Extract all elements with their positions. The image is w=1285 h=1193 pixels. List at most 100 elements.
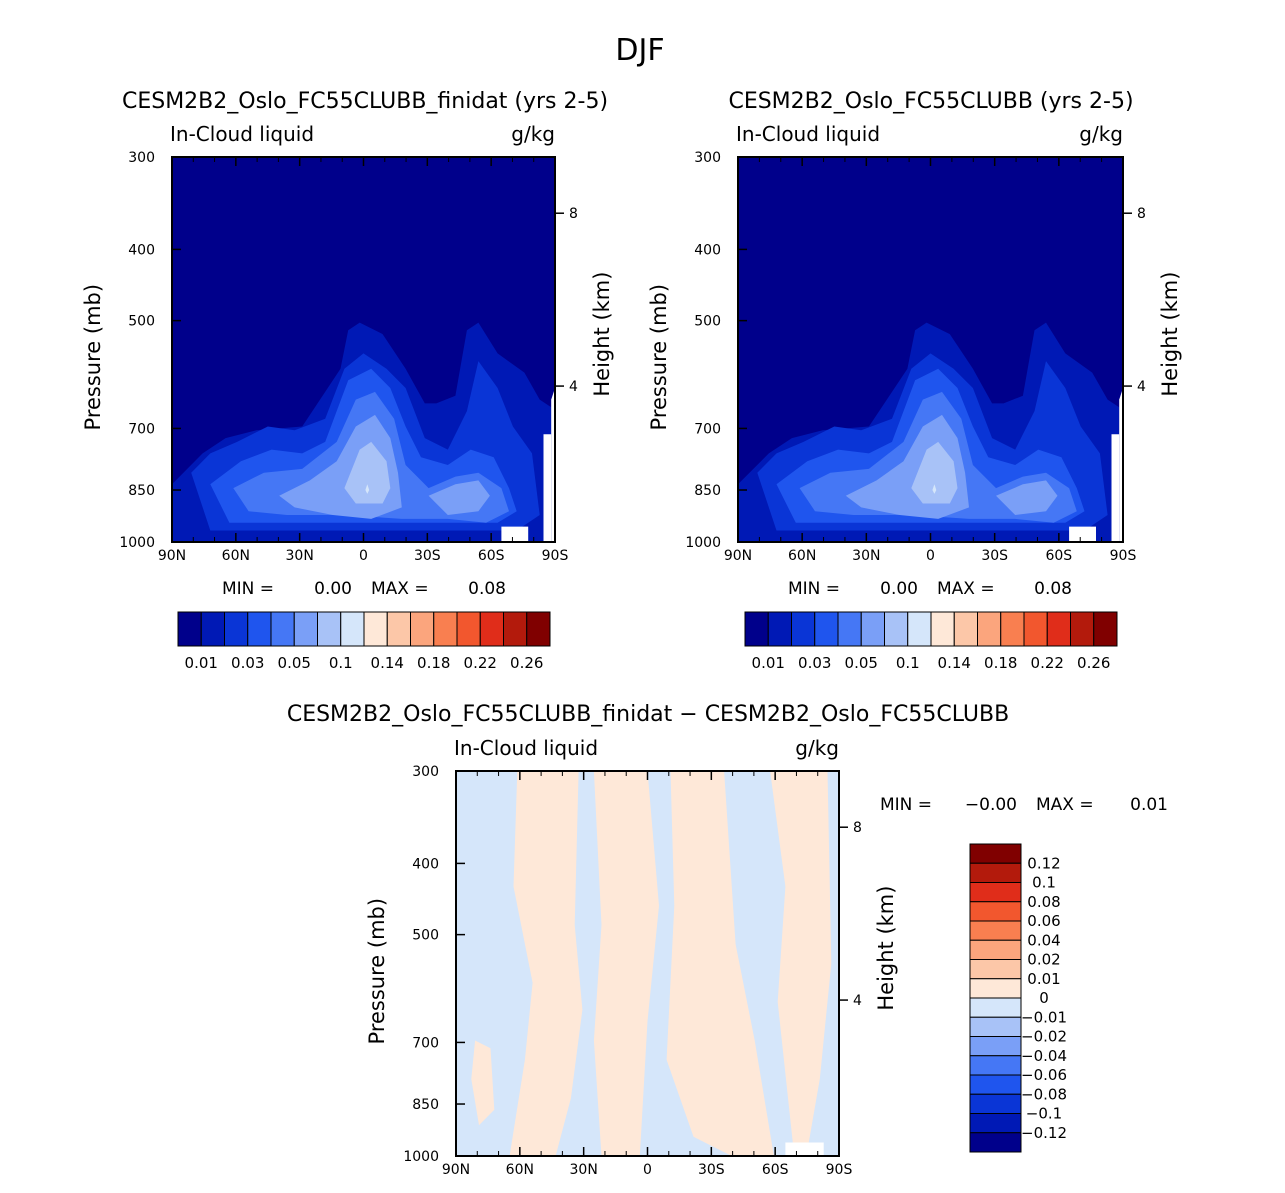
colorbar-box (969, 959, 1022, 980)
colorbar-label: −0.12 (1021, 1124, 1067, 1142)
y-axis-label: Pressure (mb) (365, 898, 389, 1045)
y-tick-label: 300 (128, 150, 155, 166)
x-tick-label: 60S (478, 548, 505, 564)
contour-level-6 (996, 480, 1058, 515)
y-tick-label: 300 (412, 764, 439, 780)
max-label: MAX = (1036, 795, 1094, 815)
y2-tick-label: 8 (853, 820, 862, 836)
colorbar-box (503, 611, 528, 647)
missing-data-1 (543, 434, 552, 542)
colorbar-label: 0.01 (752, 654, 785, 672)
min-value: −0.00 (965, 795, 1017, 815)
colorbar: 0.120.10.080.060.040.020.010−0.01−0.02−0… (969, 843, 1067, 1153)
y2-axis-label: Height (km) (874, 886, 898, 1011)
colorbar-label: 0.1 (1032, 874, 1056, 892)
x-tick-label: 60N (788, 548, 816, 564)
colorbar-label: 0.14 (938, 654, 971, 672)
colorbar-label: 0.18 (417, 654, 450, 672)
panel-title: CESM2B2_Oslo_FC55CLUBB_finidat − CESM2B2… (287, 702, 1009, 727)
contour-fill (172, 157, 555, 542)
y-tick-label: 850 (694, 483, 721, 499)
colorbar-box (860, 611, 885, 647)
x-tick-label: 0 (643, 1162, 652, 1178)
colorbar-box (340, 611, 365, 647)
y-tick-label: 400 (412, 856, 439, 872)
colorbar-box (526, 611, 551, 647)
x-tick-label: 90N (724, 548, 752, 564)
x-tick-label: 90S (1110, 548, 1137, 564)
contour-fill (738, 157, 1123, 542)
contour-level-1 (509, 771, 583, 1156)
y2-tick-label: 4 (1137, 379, 1146, 395)
x-tick-label: 30N (570, 1162, 598, 1178)
x-tick-label: 30S (981, 548, 1008, 564)
variable-label: In-Cloud liquid (736, 122, 880, 146)
variable-label: In-Cloud liquid (454, 736, 598, 760)
colorbar-label: 0.26 (510, 654, 543, 672)
colorbar-box (200, 611, 225, 647)
colorbar-box (177, 611, 202, 647)
min-label: MIN = (222, 579, 274, 599)
colorbar-label: 0.18 (984, 654, 1017, 672)
colorbar-label: 0.14 (371, 654, 404, 672)
colorbar-label: 0.12 (1027, 854, 1060, 872)
colorbar-box (930, 611, 955, 647)
colorbar-box (837, 611, 862, 647)
y-tick-label: 400 (694, 242, 721, 258)
colorbar-box (907, 611, 932, 647)
min-label: MIN = (880, 795, 932, 815)
y-axis-label: Pressure (mb) (81, 284, 105, 431)
y-tick-label: 700 (694, 421, 721, 437)
colorbar-label: −0.1 (1026, 1105, 1062, 1123)
colorbar-label: 0.03 (231, 654, 264, 672)
missing-data-2 (1069, 526, 1096, 542)
colorbar-box (247, 611, 272, 647)
colorbar-box (969, 1036, 1022, 1057)
x-tick-label: 60N (222, 548, 250, 564)
y-tick-label: 400 (128, 242, 155, 258)
contour-level-8 (932, 484, 937, 494)
x-tick-label: 30S (414, 548, 441, 564)
colorbar-label: −0.04 (1021, 1047, 1067, 1065)
contour-level-7 (344, 441, 391, 504)
x-tick-label: 30N (852, 548, 880, 564)
colorbar-box (224, 611, 249, 647)
min-value: 0.00 (314, 579, 352, 599)
y-axis-label: Pressure (mb) (647, 284, 671, 431)
colorbar-box (953, 611, 978, 647)
colorbar-box (969, 862, 1022, 883)
colorbar-box (479, 611, 504, 647)
x-tick-label: 30S (698, 1162, 725, 1178)
colorbar-box (969, 1132, 1022, 1153)
panel-title: CESM2B2_Oslo_FC55CLUBB (yrs 2-5) (728, 89, 1133, 114)
panel-control-base: CESM2B2_Oslo_FC55CLUBB (yrs 2-5) In-Cloud… (647, 89, 1182, 672)
colorbar-label: 0.22 (464, 654, 497, 672)
colorbar-label: −0.06 (1021, 1066, 1067, 1084)
missing-data-0 (785, 1142, 824, 1156)
missing-data-2 (501, 526, 529, 542)
units-label: g/kg (1079, 122, 1123, 146)
colorbar-box (969, 1113, 1022, 1134)
colorbar-box (969, 939, 1022, 960)
colorbar-label: −0.02 (1021, 1028, 1067, 1046)
colorbar-label: 0.05 (278, 654, 311, 672)
colorbar-box (1000, 611, 1025, 647)
max-value: 0.01 (1130, 795, 1168, 815)
y2-tick-label: 4 (853, 993, 862, 1009)
colorbar-label: 0 (1039, 989, 1049, 1007)
y2-axis-label: Height (km) (1158, 272, 1182, 397)
colorbar-box (433, 611, 458, 647)
colorbar-box (969, 843, 1022, 864)
colorbar-label: 0.22 (1031, 654, 1064, 672)
panel-difference: CESM2B2_Oslo_FC55CLUBB_finidat − CESM2B2… (287, 702, 1168, 1178)
contour-level-6 (428, 480, 490, 515)
colorbar-box (969, 1055, 1022, 1076)
colorbar: 0.01 0.03 0.05 0.1 0.14 0.18 0.22 0.26 (744, 611, 1118, 672)
units-label: g/kg (511, 122, 555, 146)
colorbar-box (969, 1074, 1022, 1095)
y-tick-label: 700 (128, 421, 155, 437)
colorbar-label: 0.04 (1027, 931, 1060, 949)
colorbar-label: 0.26 (1077, 654, 1110, 672)
contour-level-7 (911, 441, 958, 504)
variable-label: In-Cloud liquid (170, 122, 314, 146)
